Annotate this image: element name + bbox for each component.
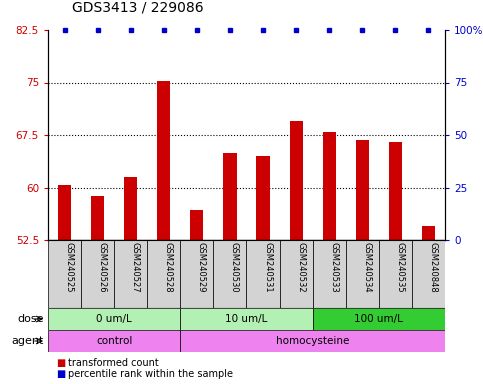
Bar xyxy=(180,308,313,330)
Text: GSM240532: GSM240532 xyxy=(296,242,305,293)
Text: GSM240534: GSM240534 xyxy=(362,242,371,293)
Bar xyxy=(280,240,313,308)
Text: GSM240531: GSM240531 xyxy=(263,242,272,293)
Bar xyxy=(48,308,180,330)
Text: agent: agent xyxy=(12,336,44,346)
Text: GSM240530: GSM240530 xyxy=(230,242,239,293)
Bar xyxy=(180,240,213,308)
Text: GSM240848: GSM240848 xyxy=(428,242,438,293)
Text: 0 um/L: 0 um/L xyxy=(96,314,132,324)
Bar xyxy=(147,240,180,308)
Bar xyxy=(180,330,445,352)
Bar xyxy=(190,210,203,240)
Bar xyxy=(412,240,445,308)
Text: GSM240528: GSM240528 xyxy=(164,242,173,293)
Text: GSM240533: GSM240533 xyxy=(329,242,338,293)
Bar xyxy=(124,177,137,240)
Bar xyxy=(355,140,369,240)
Bar xyxy=(213,240,246,308)
Bar xyxy=(289,121,303,240)
Text: control: control xyxy=(96,336,132,346)
Text: ■: ■ xyxy=(56,369,65,379)
Bar xyxy=(313,308,445,330)
Bar xyxy=(48,330,180,352)
Bar xyxy=(114,240,147,308)
Text: ■: ■ xyxy=(56,358,65,368)
Bar xyxy=(91,196,104,240)
Text: GSM240535: GSM240535 xyxy=(396,242,404,293)
Bar xyxy=(422,226,435,240)
Bar xyxy=(256,156,270,240)
Text: GSM240526: GSM240526 xyxy=(98,242,107,293)
Text: 100 um/L: 100 um/L xyxy=(355,314,403,324)
Bar xyxy=(157,81,170,240)
Text: GDS3413 / 229086: GDS3413 / 229086 xyxy=(72,1,204,15)
Text: GSM240525: GSM240525 xyxy=(65,242,73,293)
Text: GSM240529: GSM240529 xyxy=(197,242,206,293)
Bar xyxy=(246,240,280,308)
Text: GSM240527: GSM240527 xyxy=(131,242,140,293)
Bar xyxy=(389,142,402,240)
Bar xyxy=(58,185,71,240)
Text: 10 um/L: 10 um/L xyxy=(225,314,268,324)
Bar xyxy=(323,131,336,240)
Bar xyxy=(379,240,412,308)
Bar xyxy=(346,240,379,308)
Text: dose: dose xyxy=(17,314,44,324)
Bar xyxy=(48,240,81,308)
Bar xyxy=(81,240,114,308)
Bar xyxy=(223,152,237,240)
Text: homocysteine: homocysteine xyxy=(276,336,349,346)
Text: transformed count: transformed count xyxy=(68,358,159,368)
Bar xyxy=(313,240,346,308)
Text: percentile rank within the sample: percentile rank within the sample xyxy=(68,369,233,379)
